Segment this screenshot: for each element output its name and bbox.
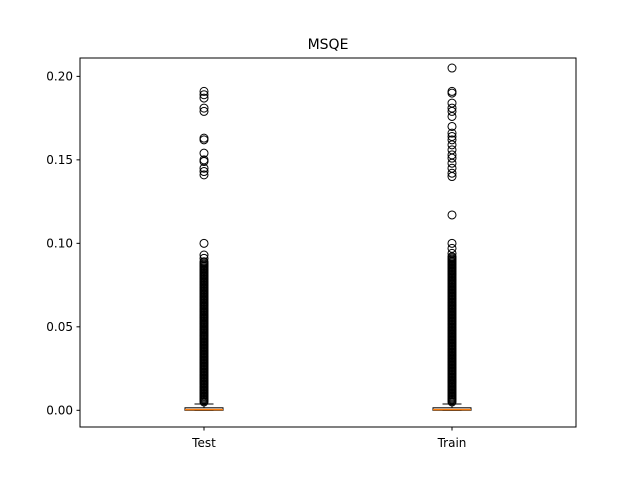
outlier-point <box>447 86 457 96</box>
outlier-point <box>199 167 209 177</box>
outlier-point <box>447 238 457 248</box>
outlier-point <box>447 103 457 113</box>
chart-title: MSQE <box>308 37 349 53</box>
outlier-point <box>199 90 209 100</box>
outlier-point <box>199 133 209 143</box>
axes-frame <box>79 57 577 428</box>
y-tick-label: 0.10 <box>46 236 73 250</box>
outlier-point <box>199 148 209 158</box>
plot-area <box>184 63 472 411</box>
outlier-point <box>199 93 209 103</box>
outlier-point <box>199 238 209 248</box>
y-tick-label: 0.05 <box>46 320 73 334</box>
outlier-point <box>447 243 457 253</box>
outlier-point <box>447 135 457 145</box>
y-tick-label: 0.15 <box>46 153 73 167</box>
outlier-point <box>199 250 209 260</box>
outlier-point <box>199 103 209 113</box>
y-tick-label: 0.20 <box>46 69 73 83</box>
outlier-point <box>447 248 457 258</box>
outlier-point <box>447 168 457 178</box>
outlier-point <box>447 121 457 131</box>
x-tick-label: Train <box>437 436 467 450</box>
x-axis: Test Train <box>191 427 466 450</box>
outlier-point <box>447 210 457 220</box>
outlier-point <box>199 257 209 267</box>
outlier-point <box>447 63 457 73</box>
box-train <box>432 63 472 411</box>
x-tick-label: Test <box>191 436 216 450</box>
outlier-point <box>447 131 457 141</box>
y-axis: 0.00 0.05 0.10 0.15 0.20 <box>46 69 80 417</box>
outlier-point <box>447 163 457 173</box>
outlier-point <box>199 86 209 96</box>
outlier-point <box>447 145 457 155</box>
outlier-point <box>199 253 209 263</box>
outlier-point <box>199 155 209 165</box>
outlier-point <box>447 128 457 138</box>
y-tick-label: 0.00 <box>46 403 73 417</box>
outlier-point <box>447 150 457 160</box>
outlier-point <box>199 106 209 116</box>
outlier-point <box>199 170 209 180</box>
box-test <box>184 86 224 411</box>
outlier-point <box>447 98 457 108</box>
